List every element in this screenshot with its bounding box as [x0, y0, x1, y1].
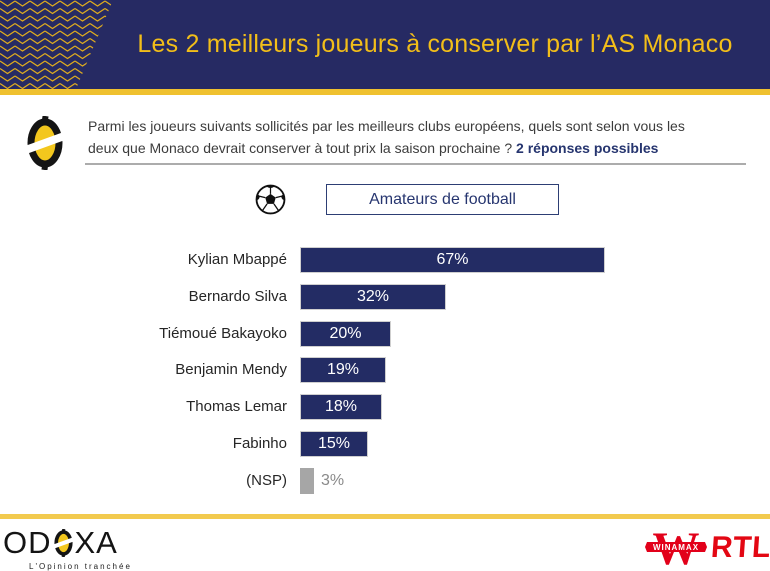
bar-label: Benjamin Mendy	[175, 361, 287, 379]
odoxa-o-icon-small	[52, 529, 74, 557]
bar-value-outside: 3%	[321, 471, 345, 489]
bar: 15%	[300, 431, 368, 457]
bar-value: 15%	[317, 435, 351, 452]
bar: 20%	[300, 320, 391, 347]
chart-row: Bernardo Silva 32%	[0, 283, 770, 311]
bar-value: 19%	[326, 361, 360, 379]
question-emphasis: 2 réponses possibles	[516, 140, 659, 156]
bar: 67%	[300, 247, 605, 273]
bar-label: Fabinho	[232, 435, 287, 452]
question-line2-text: deux que Monaco devrait conserver à tout…	[88, 140, 517, 156]
bar: 32%	[300, 283, 446, 310]
chart-row: (NSP) 3%	[0, 467, 770, 495]
soccer-ball-icon	[255, 184, 286, 215]
bar-value: 32%	[356, 287, 390, 305]
footer-accent-line	[0, 514, 770, 519]
odoxa-logo: OD XA L'Opinion tranchée	[3, 525, 132, 571]
question-line1: Parmi les joueurs suivants sollicités pa…	[88, 118, 685, 134]
chart-row: Benjamin Mendy 19%	[0, 356, 770, 384]
bar-label: (NSP)	[246, 471, 287, 489]
population-label: Amateurs de football	[369, 190, 516, 208]
bar-value: 67%	[436, 251, 469, 268]
bar: 18%	[300, 394, 382, 421]
odoxa-wordmark: OD XA	[3, 525, 132, 561]
bar	[300, 467, 314, 494]
winamax-logo: W WINAMAX	[645, 523, 707, 571]
odoxa-text-left: OD	[3, 525, 52, 560]
winamax-label: WINAMAX	[653, 543, 699, 552]
chart-row: Kylian Mbappé 67%	[0, 246, 770, 274]
odoxa-text-right: XA	[74, 525, 118, 560]
bar-label: Bernardo Silva	[188, 287, 287, 305]
chart-row: Tiémoué Bakayoko 20%	[0, 320, 770, 348]
header-banner: Les 2 meilleurs joueurs à conserver par …	[0, 0, 770, 89]
bar-label: Kylian Mbappé	[187, 251, 287, 268]
chart-row: Fabinho 15%	[0, 430, 770, 458]
odoxa-tagline: L'Opinion tranchée	[29, 562, 132, 571]
header-accent-line	[0, 89, 770, 95]
population-box: Amateurs de football	[326, 184, 559, 215]
chart-row: Thomas Lemar 18%	[0, 393, 770, 421]
chevron-pattern-decoration	[0, 0, 113, 89]
odoxa-o-icon	[25, 116, 65, 170]
rtl-logo: RTL	[709, 531, 770, 564]
bar-value: 20%	[329, 324, 362, 342]
question-divider	[85, 163, 746, 165]
question-line2: deux que Monaco devrait conserver à tout…	[88, 137, 750, 159]
page-title: Les 2 meilleurs joueurs à conserver par …	[137, 30, 733, 58]
bar: 19%	[300, 357, 386, 384]
bar-label: Thomas Lemar	[186, 398, 287, 416]
question-text: Parmi les joueurs suivants sollicités pa…	[88, 115, 750, 159]
bar-value: 18%	[324, 398, 358, 416]
bar-label: Tiémoué Bakayoko	[159, 324, 287, 342]
